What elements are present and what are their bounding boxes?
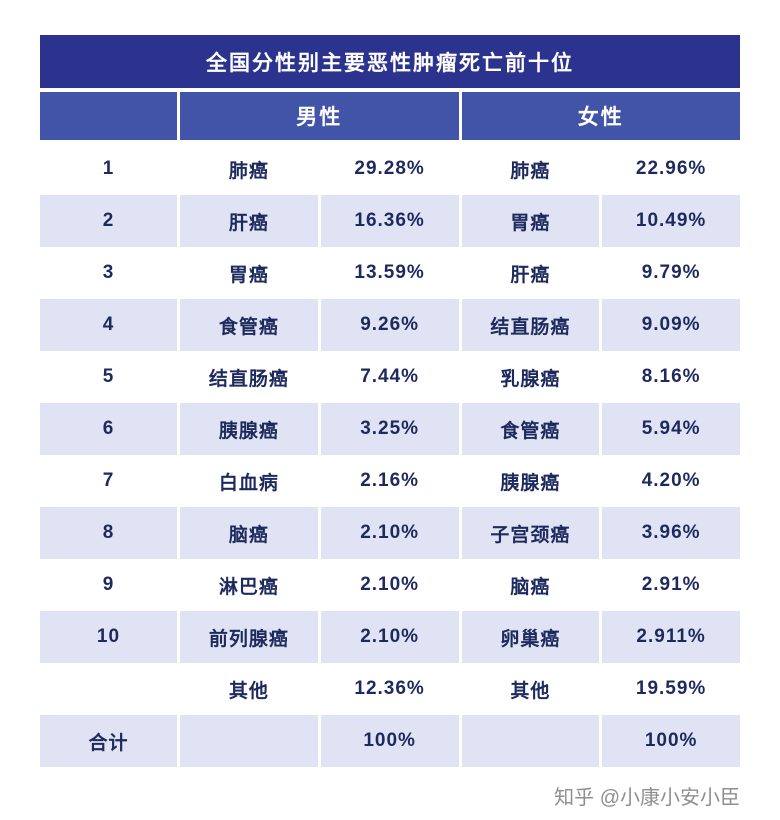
female-cancer-name: 卵巢癌: [461, 611, 600, 663]
male-percentage: 16.36%: [320, 195, 459, 247]
header-female-cell: 女性: [461, 92, 740, 140]
table-row: 9 淋巴癌 2.10% 脑癌 2.91%: [40, 559, 740, 611]
male-percentage: 3.25%: [320, 403, 459, 455]
female-cancer-name: 子宫颈癌: [461, 507, 600, 559]
rank-cell: 5: [102, 366, 115, 387]
female-percentage: 2.911%: [602, 611, 740, 663]
male-cancer-name: 其他: [228, 680, 269, 702]
female-cancer-name: 胃癌: [461, 195, 600, 247]
rank-cell: 1: [102, 158, 115, 179]
header-rank-cell: [40, 92, 177, 140]
female-percentage: 100%: [602, 715, 740, 767]
male-cancer-name: 胰腺癌: [180, 403, 318, 455]
male-cancer-name: 脑癌: [180, 507, 318, 559]
male-cancer-name: 肺癌: [228, 160, 269, 182]
female-cancer-name: 其他: [510, 680, 551, 702]
rank-cell: 10: [40, 611, 177, 663]
female-cancer-name: 食管癌: [461, 403, 600, 455]
rank-cell: 3: [102, 262, 115, 283]
table-title: 全国分性别主要恶性肿瘤死亡前十位: [206, 51, 574, 75]
rank-cell: 7: [102, 470, 115, 491]
male-cancer-name: 肝癌: [180, 195, 318, 247]
table-row: 7 白血病 2.16% 胰腺癌 4.20%: [40, 455, 740, 507]
rank-cell: 9: [102, 574, 115, 595]
female-cancer-name: 脑癌: [510, 576, 551, 598]
male-percentage: 13.59%: [354, 262, 425, 283]
table-row: 3 胃癌 13.59% 肝癌 9.79%: [40, 247, 740, 299]
female-cancer-name: 肺癌: [510, 160, 551, 182]
female-percentage: 19.59%: [635, 678, 707, 699]
table-row: 5 结直肠癌 7.44% 乳腺癌 8.16%: [40, 351, 740, 403]
rank-cell: [40, 663, 177, 715]
table-row: 10 前列腺癌 2.10% 卵巢癌 2.911%: [40, 611, 740, 663]
total-label-cell: 合计: [40, 715, 177, 767]
female-cancer-name: 肝癌: [510, 264, 551, 286]
rank-cell: 4: [40, 299, 177, 351]
male-percentage: 2.10%: [320, 611, 459, 663]
female-cancer-name: [461, 715, 600, 767]
male-cancer-name: 胃癌: [228, 264, 269, 286]
female-percentage: 5.94%: [602, 403, 740, 455]
male-cancer-name: 白血病: [218, 472, 279, 494]
male-cancer-name: 淋巴癌: [218, 576, 279, 598]
male-percentage: 2.10%: [320, 507, 459, 559]
female-percentage: 9.09%: [602, 299, 740, 351]
female-cancer-name: 乳腺癌: [500, 368, 561, 390]
table-row: 6 胰腺癌 3.25% 食管癌 5.94%: [40, 403, 740, 455]
table-row: 4 食管癌 9.26% 结直肠癌 9.09%: [40, 299, 740, 351]
watermark-text: 知乎 @小康小安小臣: [554, 787, 740, 809]
male-percentage: 100%: [320, 715, 459, 767]
table-row: 2 肝癌 16.36% 胃癌 10.49%: [40, 195, 740, 247]
male-percentage: 29.28%: [354, 158, 425, 179]
female-cancer-name: 胰腺癌: [500, 472, 561, 494]
table-body: 1 肺癌 29.28% 肺癌 22.96% 2 肝癌 16.36% 胃癌 10.…: [40, 143, 740, 767]
male-cancer-name: 前列腺癌: [180, 611, 318, 663]
male-percentage: 7.44%: [360, 366, 420, 387]
female-percentage: 4.20%: [641, 470, 701, 491]
male-percentage: 9.26%: [320, 299, 459, 351]
table-row: 8 脑癌 2.10% 子宫颈癌 3.96%: [40, 507, 740, 559]
male-percentage: 12.36%: [354, 678, 425, 699]
female-percentage: 2.91%: [641, 574, 701, 595]
female-percentage: 3.96%: [602, 507, 740, 559]
rank-cell: 6: [40, 403, 177, 455]
header-male-cell: 男性: [180, 92, 459, 140]
male-cancer-name: [180, 715, 318, 767]
female-percentage: 10.49%: [602, 195, 740, 247]
rank-cell: 8: [40, 507, 177, 559]
male-percentage: 2.10%: [360, 574, 420, 595]
table-row: 1 肺癌 29.28% 肺癌 22.96%: [40, 143, 740, 195]
table-header-row: 男性 女性: [40, 92, 740, 140]
table-title-bar: 全国分性别主要恶性肿瘤死亡前十位: [40, 35, 740, 88]
female-percentage: 9.79%: [641, 262, 701, 283]
watermark-bar: 知乎 @小康小安小臣: [40, 781, 740, 810]
male-percentage: 2.16%: [360, 470, 420, 491]
female-percentage: 8.16%: [641, 366, 701, 387]
table-row-total: 合计 100% 100%: [40, 715, 740, 767]
female-percentage: 22.96%: [635, 158, 707, 179]
female-cancer-name: 结直肠癌: [461, 299, 600, 351]
male-cancer-name: 食管癌: [180, 299, 318, 351]
table-row-other: 其他 12.36% 其他 19.59%: [40, 663, 740, 715]
rank-cell: 2: [40, 195, 177, 247]
male-cancer-name: 结直肠癌: [208, 368, 289, 390]
